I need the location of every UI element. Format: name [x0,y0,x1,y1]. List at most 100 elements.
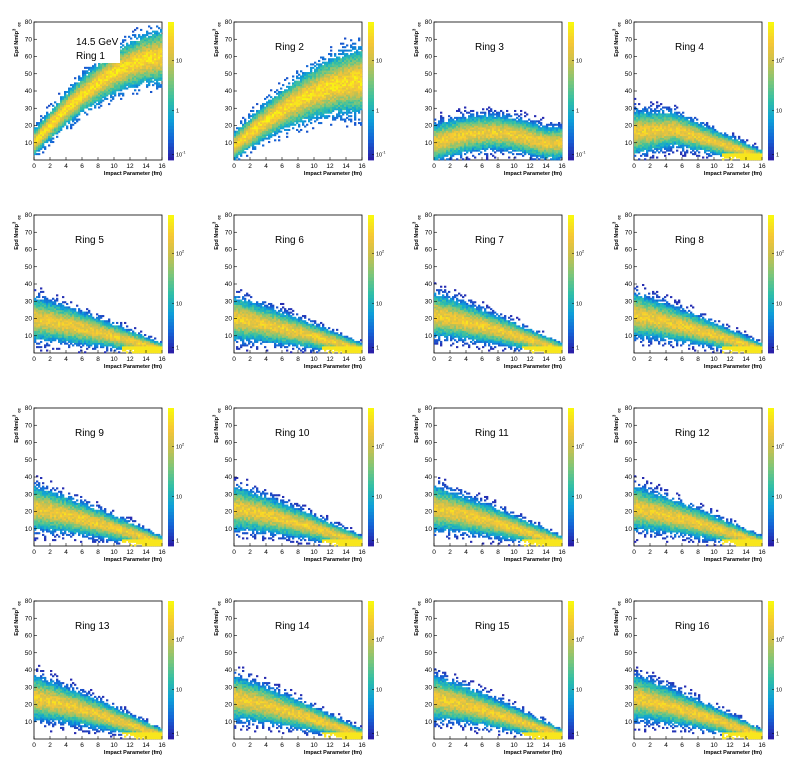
heatmap-cell [272,122,275,125]
heatmap-cell [54,130,57,133]
heatmap-cell [312,73,315,76]
heatmap-cell [54,120,57,123]
heatmap-cell [328,75,331,78]
heatmap-cell [356,91,359,94]
heatmap-cell [546,139,549,142]
heatmap-cell [506,116,509,119]
heatmap-cell [246,125,249,128]
heatmap-cell [240,137,243,140]
heatmap-cell [356,94,359,97]
heatmap-cell [280,122,283,125]
heatmap-cell [344,80,347,83]
heatmap-cell [324,80,327,83]
heatmap-cell [52,130,55,133]
heatmap-cell [340,63,343,66]
heatmap-cell [150,39,153,42]
heatmap-cell [36,132,39,135]
heatmap-cell [106,92,109,95]
heatmap-cell [334,99,337,102]
heatmap-cell [502,144,505,147]
heatmap-cell [254,132,257,135]
heatmap-cell [342,104,345,107]
heatmap-cell [558,147,561,150]
heatmap-cell [322,108,325,111]
heatmap-cell [434,153,437,156]
heatmap-cell [80,109,83,112]
heatmap-cell [354,75,357,78]
heatmap-cell [280,104,283,107]
colorbar-tick-label: 10 [376,59,382,65]
heatmap-cell [290,85,293,88]
heatmap-cell [262,113,265,116]
heatmap-cell [270,130,273,133]
heatmap-cell [60,123,63,126]
heatmap-cell [532,135,535,138]
heatmap-cell [544,142,547,145]
heatmap-cell [316,116,319,119]
heatmap-cell [360,99,363,102]
heatmap-cell [350,87,353,90]
heatmap-cell [302,72,305,75]
heatmap-cell [150,66,153,69]
heatmap-cell [236,142,239,145]
heatmap-cell [308,94,311,97]
heatmap-cell [502,116,505,119]
heatmap-cell [476,111,479,114]
heatmap-cell [476,132,479,135]
heatmap-cell [138,54,141,57]
heatmap-cell [324,106,327,109]
heatmap-cell [324,68,327,71]
heatmap-cell [122,54,125,57]
heatmap-cell [438,130,441,133]
heatmap-cell [492,127,495,130]
heatmap-cell [464,118,467,121]
heatmap-cell [272,97,275,100]
heatmap-cell [496,127,499,130]
heatmap-cell [484,111,487,114]
heatmap-cell [354,97,357,100]
heatmap-cell [532,141,535,144]
heatmap-cell [108,63,111,66]
heatmap-cell [152,35,155,38]
heatmap-cell [480,127,483,130]
heatmap-cell [320,65,323,68]
heatmap-cell [502,139,505,142]
heatmap-cell [160,78,163,81]
heatmap-cell [558,146,561,149]
heatmap-cell [120,46,123,49]
heatmap-cell [516,142,519,145]
heatmap-cell [270,103,273,106]
heatmap-cell [358,65,361,68]
heatmap-cell [338,96,341,99]
heatmap-cell [472,113,475,116]
heatmap-cell [140,54,143,57]
heatmap-cell [140,77,143,80]
heatmap-cell [492,123,495,126]
heatmap-cell [544,144,547,147]
heatmap-cell [324,73,327,76]
heatmap-cell [528,132,531,135]
heatmap-cell [124,35,127,38]
heatmap-cell [322,91,325,94]
heatmap-cell [478,141,481,144]
heatmap-cell [156,66,159,69]
heatmap-cell [48,125,51,128]
heatmap-cell [538,122,541,125]
heatmap-cell [90,87,93,90]
heatmap-cell [454,135,457,138]
heatmap-cell [52,134,55,137]
heatmap-cell [236,130,239,133]
heatmap-cell [528,135,531,138]
heatmap-cell [350,46,353,49]
heatmap-cell [88,85,91,88]
heatmap-cell [554,137,557,140]
heatmap-cell [34,147,37,150]
heatmap-cell [132,84,135,87]
heatmap-cell [52,111,55,114]
heatmap-cell [500,128,503,131]
heatmap-cell [296,72,299,75]
heatmap-cell [134,72,137,75]
heatmap-cell [270,109,273,112]
heatmap-cell [454,144,457,147]
heatmap-cell [156,34,159,37]
